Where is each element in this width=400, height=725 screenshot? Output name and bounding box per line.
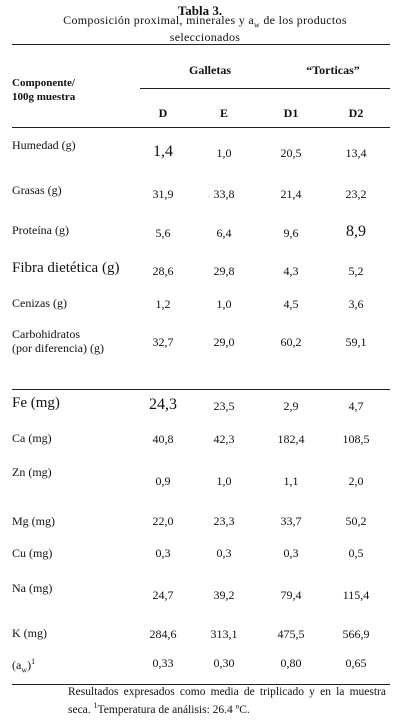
cell-fibra-d2: 5,2 xyxy=(348,264,364,278)
subtitle-text-end: de los productos seleccionados xyxy=(169,13,347,45)
cell-na-d2: 115,4 xyxy=(342,588,370,602)
cell-proteina-d2: 8,9 xyxy=(346,223,366,240)
cell-grasas-d: 31,9 xyxy=(152,187,174,201)
subtitle-subscript: w xyxy=(253,20,261,30)
cell-na-e: 39,2 xyxy=(213,588,235,602)
aw-open: (a xyxy=(12,658,22,672)
col-d1: D1 xyxy=(283,106,299,120)
col-e: E xyxy=(219,106,228,120)
cell-fe-d: 24,3 xyxy=(149,396,177,413)
cell-fibra-d: 28,6 xyxy=(152,264,174,278)
footnote-superscript: 1 xyxy=(93,701,98,710)
bottom-rule xyxy=(12,684,390,685)
cell-ca-d1: 182,4 xyxy=(277,432,305,446)
cell-mg-d2: 50,2 xyxy=(345,514,367,528)
row-label-proteina: Proteína (g) xyxy=(12,223,69,237)
cell-k-e: 313,1 xyxy=(210,627,238,641)
group-torticas: “Torticas” xyxy=(306,63,360,77)
row-label-fe: Fe (mg) xyxy=(12,395,60,411)
row-label-aw: (aw)1 xyxy=(12,655,35,677)
cell-cu-d1: 0,3 xyxy=(283,546,299,560)
top-rule xyxy=(12,44,390,45)
row-label-cu: Cu (mg) xyxy=(12,546,53,560)
cell-k-d1: 475,5 xyxy=(277,627,305,641)
cell-proteina-d: 5,6 xyxy=(155,226,171,240)
cell-cu-d: 0,3 xyxy=(155,546,171,560)
aw-superscript: 1 xyxy=(31,657,36,666)
footnote-text: Resultados expresados como media de trip… xyxy=(68,686,386,716)
cell-cenizas-e: 1,0 xyxy=(216,297,232,311)
group-galletas: Galletas xyxy=(189,63,231,77)
row-label-na: Na (mg) xyxy=(12,581,53,595)
cell-na-d1: 79,4 xyxy=(280,588,302,602)
row-label-grasas: Grasas (g) xyxy=(12,183,62,197)
row-label-k: K (mg) xyxy=(12,626,47,640)
row-label-cenizas: Cenizas (g) xyxy=(12,296,67,310)
component-header-line1: Componente/ xyxy=(12,77,75,89)
table-subtitle: Composición proximal, minerales y aw de … xyxy=(40,13,370,45)
header-bottom-rule xyxy=(12,127,390,128)
header-subrule xyxy=(140,88,390,89)
cell-zn-e: 1,0 xyxy=(216,474,232,488)
cell-humedad-d: 1,4 xyxy=(153,143,173,160)
cell-zn-d2: 2,0 xyxy=(348,474,364,488)
aw-close: ) xyxy=(27,658,32,672)
cell-zn-d: 0,9 xyxy=(155,474,171,488)
cell-k-d: 284,6 xyxy=(149,627,177,641)
cell-aw-d2: 0,65 xyxy=(345,656,367,670)
cell-cenizas-d1: 4,5 xyxy=(283,297,299,311)
cell-zn-d1: 1,1 xyxy=(283,474,299,488)
cell-ca-d2: 108,5 xyxy=(342,432,370,446)
cell-cenizas-d2: 3,6 xyxy=(348,297,364,311)
cell-grasas-d1: 21,4 xyxy=(280,187,302,201)
cell-k-d2: 566,9 xyxy=(342,627,370,641)
component-header-line2: 100g muestra xyxy=(12,91,76,103)
cell-mg-e: 23,3 xyxy=(213,514,235,528)
cell-na-d: 24,7 xyxy=(152,588,174,602)
cell-carbohidratos-e: 29,0 xyxy=(213,335,235,349)
subtitle-text: Composición proximal, minerales y a xyxy=(63,13,254,27)
cell-ca-e: 42,3 xyxy=(213,432,235,446)
cell-grasas-d2: 23,2 xyxy=(345,187,367,201)
cell-fibra-d1: 4,3 xyxy=(283,264,299,278)
cell-humedad-e: 1,0 xyxy=(216,146,232,160)
col-d2: D2 xyxy=(348,106,364,120)
row-label-zn: Zn (mg) xyxy=(12,465,52,479)
row-label-ca: Ca (mg) xyxy=(12,431,52,445)
cell-aw-e: 0,30 xyxy=(213,656,235,670)
footnote-text-end: Temperatura de análisis: 26.4 ºC. xyxy=(97,703,250,716)
cell-aw-d1: 0,80 xyxy=(280,656,302,670)
cell-aw-d: 0,33 xyxy=(152,656,174,670)
cell-fibra-e: 29,8 xyxy=(213,264,235,278)
cell-ca-d: 40,8 xyxy=(152,432,174,446)
cell-humedad-d2: 13,4 xyxy=(345,146,367,160)
row-label-carbohidratos-line2: (por diferencia) (g) xyxy=(12,341,104,355)
section-rule xyxy=(12,389,390,390)
row-label-mg: Mg (mg) xyxy=(12,514,55,528)
col-d: D xyxy=(158,106,168,120)
table-footnote: Resultados expresados como media de trip… xyxy=(68,686,386,717)
aw-subscript: w xyxy=(21,665,28,675)
cell-carbohidratos-d1: 60,2 xyxy=(280,335,302,349)
cell-mg-d: 22,0 xyxy=(152,514,174,528)
row-label-fibra: Fibra dietética (g) xyxy=(12,260,120,276)
row-label-carbohidratos-line1: Carbohidratos xyxy=(12,327,80,341)
cell-carbohidratos-d: 32,7 xyxy=(152,335,174,349)
row-label-carbohidratos: Carbohidratos (por diferencia) (g) xyxy=(12,327,104,355)
cell-fe-e: 23,5 xyxy=(213,399,235,413)
cell-mg-d1: 33,7 xyxy=(280,514,302,528)
cell-proteina-e: 6,4 xyxy=(216,226,232,240)
cell-cu-e: 0,3 xyxy=(216,546,232,560)
cell-grasas-e: 33,8 xyxy=(213,187,235,201)
cell-cu-d2: 0,5 xyxy=(348,546,364,560)
cell-fe-d1: 2,9 xyxy=(283,399,299,413)
component-header: Componente/ 100g muestra xyxy=(12,76,75,104)
row-label-humedad: Humedad (g) xyxy=(12,138,76,152)
cell-humedad-d1: 20,5 xyxy=(280,146,302,160)
cell-fe-d2: 4,7 xyxy=(348,399,364,413)
table-title: Tabla 3. xyxy=(177,3,223,18)
cell-carbohidratos-d2: 59,1 xyxy=(345,335,367,349)
cell-cenizas-d: 1,2 xyxy=(155,297,171,311)
cell-proteina-d1: 9,6 xyxy=(283,226,299,240)
